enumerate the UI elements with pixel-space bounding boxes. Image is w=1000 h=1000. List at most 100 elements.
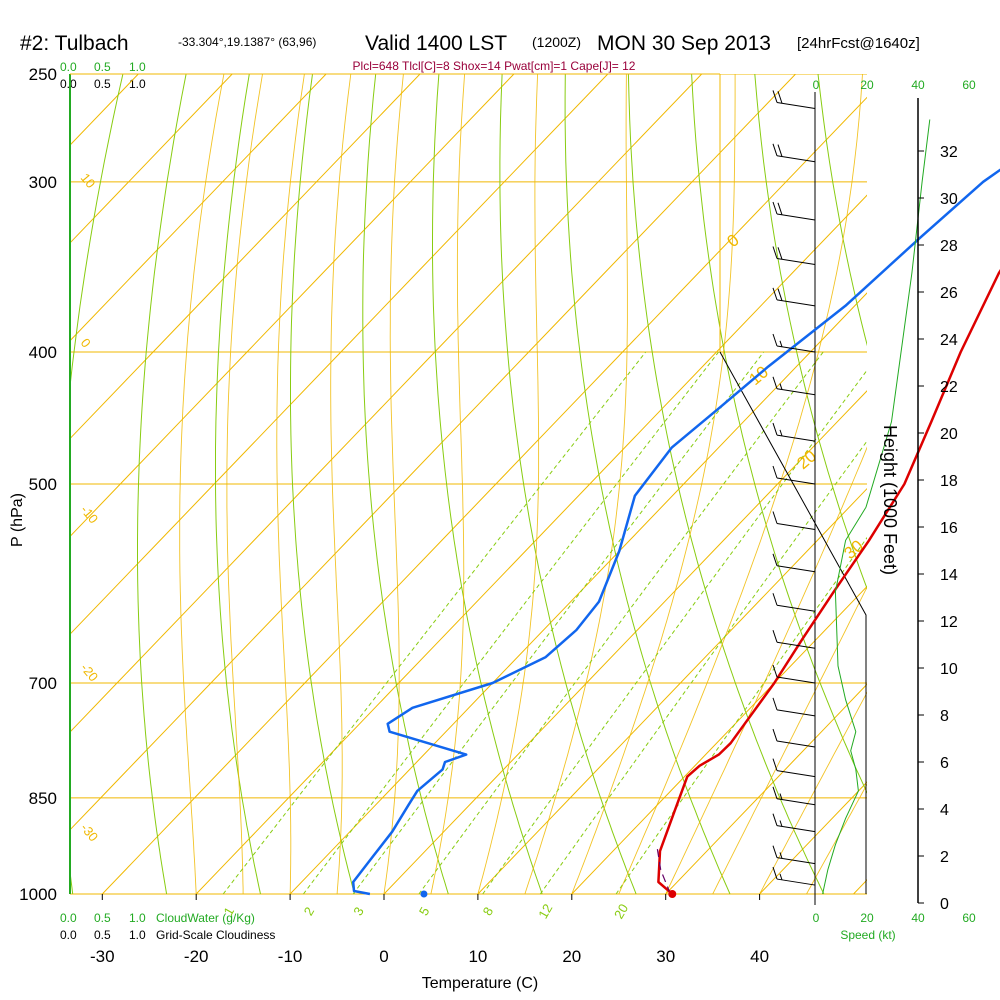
pressure-tick-label: 850: [29, 789, 57, 808]
wind-barb-flag: [772, 143, 778, 156]
wind-barb-flag: [772, 786, 778, 799]
svg-text:60: 60: [962, 78, 976, 92]
mixing-ratio-label: 2: [301, 904, 318, 918]
dry-adiabat-line: [215, 74, 261, 895]
wind-barb-staff: [776, 345, 816, 353]
svg-text:1.0: 1.0: [129, 928, 146, 942]
mixing-ratio-line: [482, 369, 867, 895]
forecast-info: [24hrFcst@1640z]: [797, 35, 920, 52]
svg-text:1.0: 1.0: [129, 911, 146, 925]
bottom-cloudwater-scale: 0.0 0.5 1.0 CloudWater (g/Kg): [60, 911, 255, 925]
isotherm-line: [70, 74, 796, 831]
x-tick-label: 30: [656, 947, 675, 966]
wind-barb: [772, 813, 816, 833]
dry-adiabat-line: [290, 74, 355, 895]
wind-barb-staff: [776, 709, 816, 717]
sounding-profiles: [351, 168, 1000, 898]
isotherm-line: [853, 879, 867, 895]
speed-axis-label: Speed (kt): [840, 928, 895, 942]
wind-barb-flag: [772, 664, 778, 678]
surface-temperature-marker: [668, 890, 677, 898]
dry-adiabat-label: -10: [78, 502, 102, 526]
wind-barb-staff: [776, 641, 816, 649]
moist-adiabat-line: [226, 74, 263, 894]
wind-barb-staff: [776, 101, 816, 109]
wind-barb-flag: [772, 813, 778, 826]
wind-barb: [772, 866, 816, 886]
svg-text:0.0: 0.0: [60, 928, 77, 942]
isotherm-line: [383, 390, 867, 895]
height-tick-label: 18: [940, 473, 958, 490]
wind-barb-staff: [776, 857, 816, 865]
height-tick-label: 14: [940, 567, 958, 584]
svg-text:1.0: 1.0: [129, 77, 146, 91]
wind-barb-staff: [776, 388, 816, 396]
isotherm-line: [477, 487, 867, 895]
mixing-ratio-label: 12: [535, 901, 555, 921]
wind-barb-flag: [777, 202, 783, 215]
wind-barb-staff: [776, 434, 816, 442]
wind-barb: [772, 593, 816, 612]
pressure-tick-label: 700: [29, 674, 57, 693]
top-cloudiness-scale: 0.0 0.5 1.0: [60, 77, 146, 91]
height-boundary-line: [719, 351, 867, 894]
height-tick-label: 6: [940, 755, 949, 772]
height-tick-label: 32: [940, 144, 958, 161]
moist-adiabat-line: [477, 74, 540, 895]
wind-barb-flag: [772, 333, 778, 347]
isotherm-line: [70, 74, 703, 733]
wind-barb: [772, 287, 816, 307]
bottom-cloudiness-scale: 0.0 0.5 1.0 Grid-Scale Cloudiness: [60, 928, 275, 942]
wind-barb-flag: [772, 287, 778, 301]
wind-barb-flag: [772, 728, 778, 742]
isotherm-line: [70, 74, 609, 635]
pressure-tick-label: 300: [29, 173, 57, 192]
wind-barb-flag: [772, 593, 778, 606]
y-axis-title: P (hPa): [9, 493, 26, 547]
moist-adiabat-line: [430, 74, 466, 895]
x-tick-label: -10: [278, 947, 303, 966]
temperature-line: [657, 269, 1000, 895]
wind-barb-flag: [772, 422, 778, 436]
height-tick-label: 28: [940, 238, 958, 255]
wind-barb-half-flag: [779, 793, 783, 800]
x-tick-label: -20: [184, 947, 209, 966]
cloudwater-label: CloudWater (g/Kg): [156, 911, 255, 925]
wind-barb-flag: [777, 288, 783, 301]
wind-barb-flag: [777, 91, 783, 104]
mixing-ratio-line: [539, 440, 867, 895]
isotherm-line: [289, 292, 867, 895]
wind-barb: [772, 376, 816, 396]
mixing-ratio-label: 5: [416, 904, 433, 918]
height-tick-label: 16: [940, 520, 958, 537]
svg-text:20: 20: [860, 78, 874, 92]
cloudiness-label: Grid-Scale Cloudiness: [156, 928, 275, 942]
wind-barb: [772, 697, 816, 717]
parcel-line: [656, 844, 671, 895]
wind-barb-staff: [776, 798, 816, 806]
dry-adiabat-line: [817, 74, 867, 347]
wind-barb-flag: [777, 247, 783, 260]
dry-adiabat-label: -20: [78, 660, 102, 684]
height-tick-label: 30: [940, 191, 958, 208]
svg-text:40: 40: [911, 78, 925, 92]
valid-time: Valid 1400 LST: [365, 32, 507, 55]
height-tick-label: 20: [940, 426, 958, 443]
dewpoint-line: [351, 168, 1000, 896]
pressure-tick-label: 250: [29, 65, 57, 84]
wind-barb-staff: [776, 740, 816, 748]
moist-adiabat-line: [383, 74, 404, 895]
moist-adiabat-line: [330, 74, 352, 895]
isotherm-line: [101, 96, 867, 895]
wind-barb: [772, 465, 816, 485]
mixing-ratio-line: [303, 351, 719, 895]
wind-barb-flag: [772, 845, 778, 858]
isotherm-line: [759, 781, 867, 895]
x-tick-label: 20: [562, 947, 581, 966]
moist-adiabat-line: [712, 586, 867, 895]
wind-barb: [772, 758, 816, 778]
isotherm-line: [70, 74, 327, 342]
pressure-tick-label: 1000: [19, 885, 57, 904]
wind-barb-flag: [772, 697, 778, 711]
wind-speed-profile: [822, 119, 931, 895]
